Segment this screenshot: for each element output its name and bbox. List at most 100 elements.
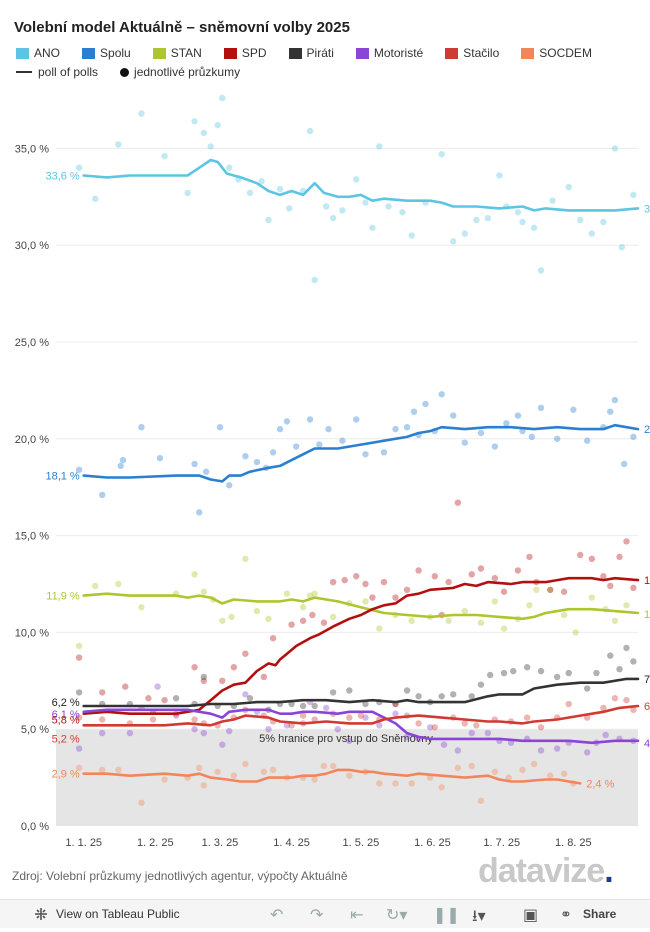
poll-dot (583, 437, 591, 444)
poll-dot (408, 780, 415, 787)
share-button-label[interactable]: Share (583, 907, 617, 921)
poll-dot (376, 722, 383, 729)
poll-dot (415, 693, 422, 700)
poll-dot (172, 695, 180, 702)
poll-dot (403, 423, 411, 431)
poll-dot (219, 677, 226, 684)
legend-label: Spolu (100, 46, 131, 60)
poll-dot (547, 772, 554, 779)
poll-dot (226, 727, 233, 735)
fullscreen-icon[interactable]: ▣ (523, 907, 539, 924)
legend-label: Piráti (306, 46, 334, 60)
download-icon[interactable]: ⭳▾ (472, 908, 486, 925)
poll-dot (195, 764, 203, 772)
poll-dot (630, 584, 637, 592)
y-tick-label: 15,0 % (15, 531, 49, 543)
undo-icon[interactable]: ↶ (270, 907, 284, 924)
legend-item-piráti[interactable]: Piráti (288, 46, 334, 60)
poll-dot (362, 199, 369, 206)
poll-dot (491, 574, 499, 582)
tableau-icon (35, 908, 47, 920)
series-line (82, 592, 640, 621)
poll-dot (306, 592, 314, 599)
poll-dot (630, 658, 637, 665)
poll-dot (392, 425, 399, 433)
tableau-toolbar: View on Tableau Public ↶ ↷ ⇤ ↻▾ ❚❚ ⭳▾ ▣ … (0, 899, 650, 928)
poll-dot (253, 458, 261, 466)
poll-dot (623, 644, 630, 652)
brand-text: datavize (478, 852, 605, 890)
poll-dot (362, 700, 369, 708)
poll-dot (461, 230, 468, 237)
poll-dot (454, 764, 462, 772)
pause-icon[interactable]: ❚❚ (433, 907, 460, 924)
end-label: 20,5 % (644, 424, 650, 436)
poll-dot (191, 118, 198, 125)
legend-swatch (82, 47, 96, 59)
poll-dot (98, 729, 106, 737)
view-on-tableau-link[interactable]: View on Tableau Public (0, 907, 180, 921)
start-label: 18,1 % (45, 471, 79, 483)
poll-dot (362, 714, 369, 721)
legend-item-motoristé[interactable]: Motoristé (355, 46, 423, 60)
poll-dot (75, 654, 83, 661)
share-icon[interactable]: ⚭ (560, 906, 572, 922)
legend-item-spd[interactable]: SPD (223, 46, 267, 60)
poll-dot (461, 439, 468, 446)
poll-dot (200, 677, 208, 684)
poll-dot (468, 571, 475, 578)
poll-dot (526, 553, 533, 561)
poll-dot (523, 714, 531, 721)
x-tick-label: 1. 6. 25 (414, 837, 451, 849)
poll-dot (92, 195, 99, 202)
poll-dot (530, 760, 538, 768)
redo-icon[interactable]: ↷ (310, 907, 324, 924)
poll-dot (246, 189, 254, 197)
legend-item-stan[interactable]: STAN (152, 46, 202, 60)
poll-dot (461, 607, 468, 615)
poll-dot (228, 613, 235, 621)
revert-icon[interactable]: ⇤ (350, 907, 364, 924)
refresh-icon[interactable]: ↻▾ (386, 907, 408, 924)
poll-dot (119, 456, 127, 464)
poll-dot (380, 578, 388, 586)
poll-dot (528, 433, 535, 441)
poll-dot (149, 716, 157, 723)
dot-swatch-icon (120, 67, 130, 77)
series-line (82, 768, 582, 785)
poll-dot (260, 673, 268, 681)
poll-dot (184, 189, 191, 197)
legend-item-spolu[interactable]: Spolu (82, 46, 131, 60)
poll-dot (607, 652, 614, 659)
poll-dot (75, 689, 83, 696)
legend-label: Stačilo (463, 46, 500, 60)
poll-dot (611, 617, 619, 624)
poll-dot (329, 214, 337, 222)
threshold-band (56, 729, 638, 826)
poll-dot (329, 762, 337, 770)
poll-dot (92, 582, 99, 590)
poll-dot (491, 598, 499, 605)
poll-dot (242, 650, 249, 657)
poll-dot (75, 764, 83, 772)
legend-item-socdem[interactable]: SOCDEM (521, 46, 592, 60)
legend-item-poll-of-polls[interactable]: poll of polls (16, 65, 98, 79)
x-tick-label: 1. 3. 25 (202, 837, 239, 849)
poll-dot (276, 425, 284, 433)
legend-item-polls[interactable]: jednotlivé průzkumy (120, 65, 240, 79)
poll-dot (214, 121, 221, 129)
poll-dot (207, 143, 214, 150)
poll-dot (611, 145, 619, 152)
end-label: 11,0 % (644, 609, 650, 621)
poll-dot (242, 555, 249, 563)
poll-dot (450, 412, 457, 419)
legend-item-stačilo[interactable]: Stačilo (445, 46, 499, 60)
poll-dot (161, 152, 168, 160)
poll-dot (607, 408, 614, 415)
poll-dot (191, 716, 198, 723)
poll-dot (339, 437, 346, 444)
legend-item-ano[interactable]: ANO (16, 46, 60, 60)
poll-dot (138, 604, 145, 611)
poll-dot (445, 578, 452, 586)
poll-dot (593, 669, 600, 677)
